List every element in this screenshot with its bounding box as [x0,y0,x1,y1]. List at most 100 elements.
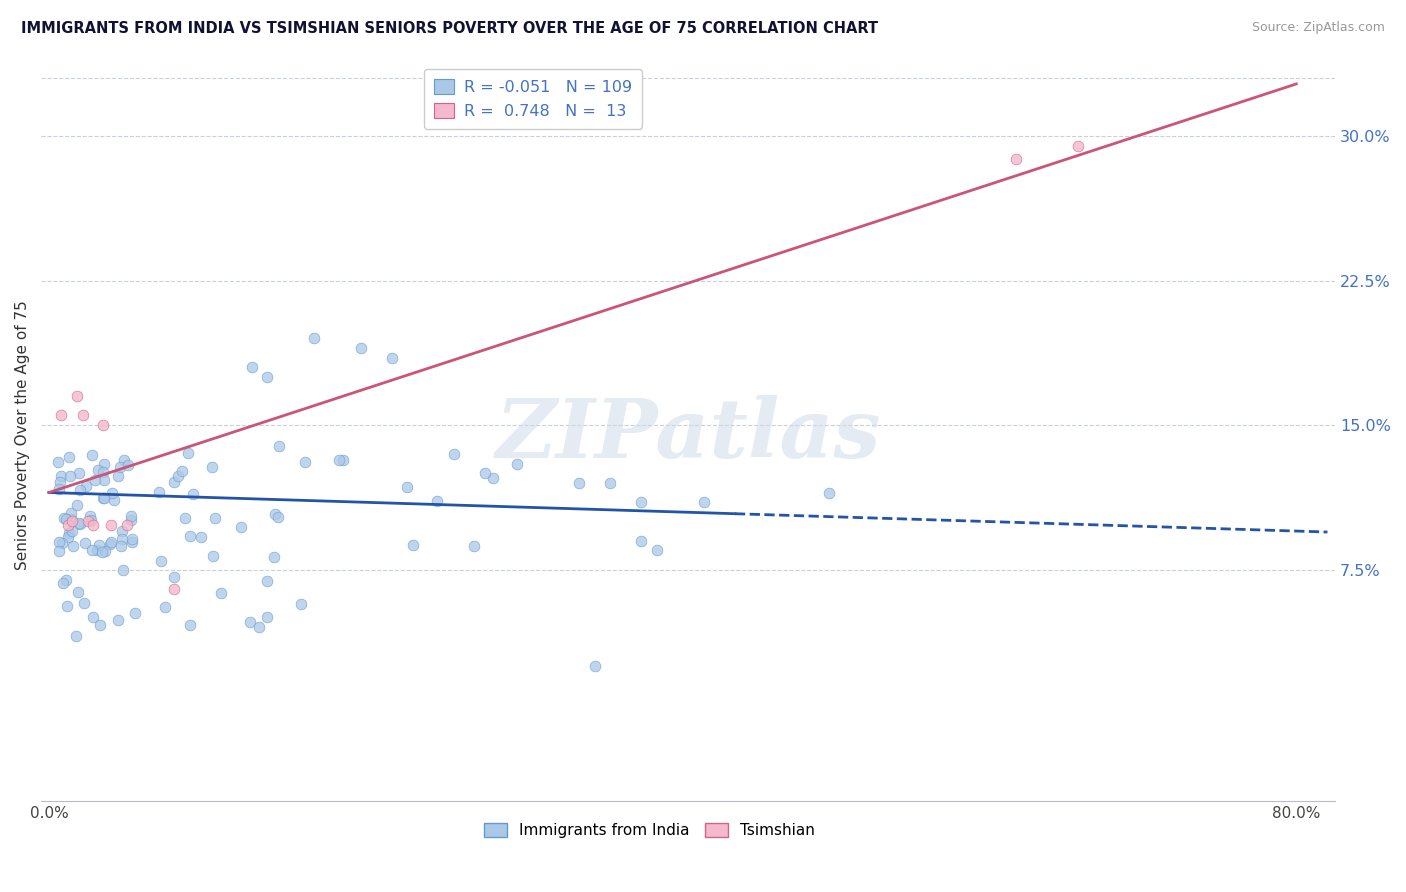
Point [72,409,94,423]
Point [229,520,252,534]
Point [163,582,186,596]
Point [111,532,134,546]
Point [100,518,122,533]
Point [94,544,117,558]
Point [60,515,83,529]
Point [599,475,621,490]
Point [202,549,225,563]
Point [121,532,143,546]
Point [568,475,591,490]
Point [91,465,114,479]
Point [177,446,200,460]
Legend: Immigrants from India, Tsimshian: Immigrants from India, Tsimshian [478,817,821,845]
Point [59,512,82,526]
Point [401,538,423,552]
Point [1004,152,1026,166]
Point [332,452,354,467]
Point [98,537,121,551]
Point [111,563,134,577]
Point [204,510,226,524]
Point [77,515,100,529]
Point [474,467,496,481]
Point [55,573,77,587]
Point [69,466,91,480]
Point [80,543,103,558]
Point [75,479,97,493]
Point [162,570,184,584]
Point [108,460,131,475]
Point [75,536,97,550]
Point [49,475,72,490]
Point [117,458,139,472]
Point [290,597,312,611]
Point [65,629,87,643]
Point [62,539,84,553]
Point [247,620,270,634]
Point [93,457,115,471]
Point [209,585,232,599]
Point [240,360,263,375]
Point [120,513,142,527]
Point [443,447,465,461]
Point [93,491,115,505]
Point [173,510,195,524]
Point [59,469,82,483]
Point [69,517,91,532]
Point [263,549,285,564]
Point [79,508,101,523]
Point [46,454,69,468]
Text: ZIPatlas: ZIPatlas [495,394,882,475]
Point [267,439,290,453]
Point [100,535,122,549]
Point [73,596,96,610]
Point [266,510,288,524]
Point [52,576,75,591]
Point [51,468,73,483]
Point [583,659,606,673]
Point [48,482,70,496]
Point [148,485,170,500]
Point [82,448,104,462]
Point [481,471,503,485]
Point [84,473,107,487]
Point [350,341,373,355]
Point [69,483,91,498]
Point [149,554,172,568]
Point [463,539,485,553]
Point [93,418,115,433]
Point [82,610,104,624]
Point [183,486,205,500]
Point [120,508,142,523]
Point [93,473,115,487]
Point [86,542,108,557]
Point [124,606,146,620]
Point [67,516,90,531]
Point [56,599,79,614]
Point [112,452,135,467]
Point [179,618,201,632]
Text: Source: ZipAtlas.com: Source: ZipAtlas.com [1251,21,1385,34]
Point [51,536,73,550]
Point [110,524,132,539]
Point [56,518,79,533]
Point [110,539,132,553]
Point [645,543,668,558]
Point [66,389,89,403]
Point [263,507,285,521]
Point [294,455,316,469]
Point [302,331,325,345]
Point [630,495,652,509]
Point [505,457,527,471]
Point [162,475,184,489]
Point [179,529,201,543]
Point [93,491,115,505]
Point [426,494,449,508]
Point [190,530,212,544]
Point [693,495,716,509]
Point [153,600,176,615]
Point [59,506,82,520]
Point [53,511,76,525]
Point [60,524,83,539]
Point [256,610,278,624]
Point [201,460,224,475]
